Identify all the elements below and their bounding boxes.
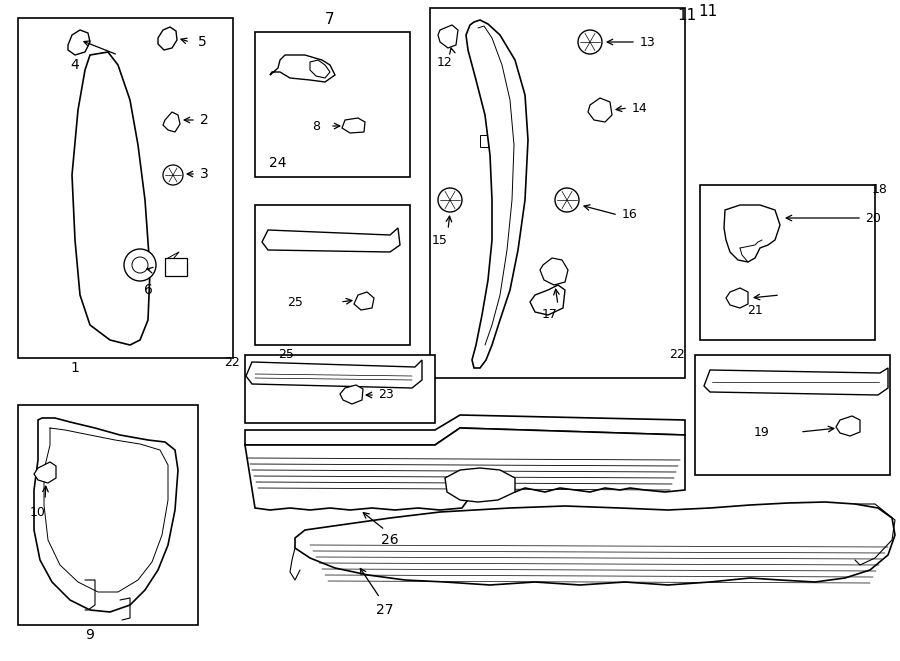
Text: 12: 12 xyxy=(437,56,453,69)
Text: 7: 7 xyxy=(325,13,335,28)
Text: 23: 23 xyxy=(378,389,394,401)
Bar xyxy=(100,190,122,204)
Text: 25: 25 xyxy=(287,295,303,309)
Polygon shape xyxy=(245,415,685,445)
Text: 21: 21 xyxy=(747,303,763,317)
Bar xyxy=(18,18,233,358)
Polygon shape xyxy=(246,360,422,388)
Bar xyxy=(255,205,410,345)
Polygon shape xyxy=(540,258,568,285)
Text: 3: 3 xyxy=(200,167,209,181)
Text: 15: 15 xyxy=(432,233,448,247)
Polygon shape xyxy=(530,285,565,315)
Text: 27: 27 xyxy=(376,603,394,617)
Circle shape xyxy=(124,249,156,281)
Text: 11: 11 xyxy=(678,8,697,23)
Circle shape xyxy=(132,257,148,273)
Polygon shape xyxy=(724,205,780,262)
Text: 9: 9 xyxy=(86,628,94,642)
Polygon shape xyxy=(68,30,90,55)
Polygon shape xyxy=(445,468,515,502)
Text: 26: 26 xyxy=(382,533,399,547)
Text: 19: 19 xyxy=(754,426,770,438)
Bar xyxy=(255,32,410,177)
Text: 10: 10 xyxy=(30,506,46,518)
Text: 14: 14 xyxy=(632,102,648,114)
Text: 25: 25 xyxy=(278,348,294,362)
Text: 8: 8 xyxy=(312,120,320,132)
Text: 6: 6 xyxy=(144,283,152,297)
Polygon shape xyxy=(262,228,400,252)
Bar xyxy=(245,355,435,423)
Polygon shape xyxy=(34,418,178,612)
Circle shape xyxy=(163,165,183,185)
Polygon shape xyxy=(466,20,528,368)
Text: 4: 4 xyxy=(70,58,79,72)
Polygon shape xyxy=(310,60,330,78)
Text: 11: 11 xyxy=(698,5,717,20)
Text: 2: 2 xyxy=(200,113,209,127)
Polygon shape xyxy=(438,25,458,48)
Text: 24: 24 xyxy=(269,156,287,170)
Text: 18: 18 xyxy=(872,183,888,196)
Text: 16: 16 xyxy=(622,208,638,221)
Polygon shape xyxy=(588,98,612,122)
Text: 20: 20 xyxy=(865,212,881,225)
Circle shape xyxy=(578,30,602,54)
Polygon shape xyxy=(354,292,374,310)
Bar xyxy=(695,355,890,475)
Text: 1: 1 xyxy=(70,361,79,375)
Polygon shape xyxy=(270,55,335,82)
Polygon shape xyxy=(163,112,180,132)
Bar xyxy=(18,405,198,625)
Text: 5: 5 xyxy=(198,35,207,49)
Polygon shape xyxy=(295,502,895,585)
Circle shape xyxy=(438,188,462,212)
Polygon shape xyxy=(72,52,150,345)
Polygon shape xyxy=(726,288,748,308)
Polygon shape xyxy=(342,118,365,133)
Polygon shape xyxy=(836,416,860,436)
Text: 22: 22 xyxy=(224,356,240,368)
Polygon shape xyxy=(34,462,56,483)
Polygon shape xyxy=(704,368,888,395)
Circle shape xyxy=(555,188,579,212)
Bar xyxy=(480,135,498,147)
Bar xyxy=(165,258,187,276)
Text: 13: 13 xyxy=(640,36,656,48)
Text: 17: 17 xyxy=(542,309,558,321)
Bar xyxy=(430,8,685,378)
Polygon shape xyxy=(245,428,685,510)
Polygon shape xyxy=(158,27,177,50)
Polygon shape xyxy=(340,385,363,404)
Bar xyxy=(700,185,875,340)
Text: 22: 22 xyxy=(670,348,685,362)
